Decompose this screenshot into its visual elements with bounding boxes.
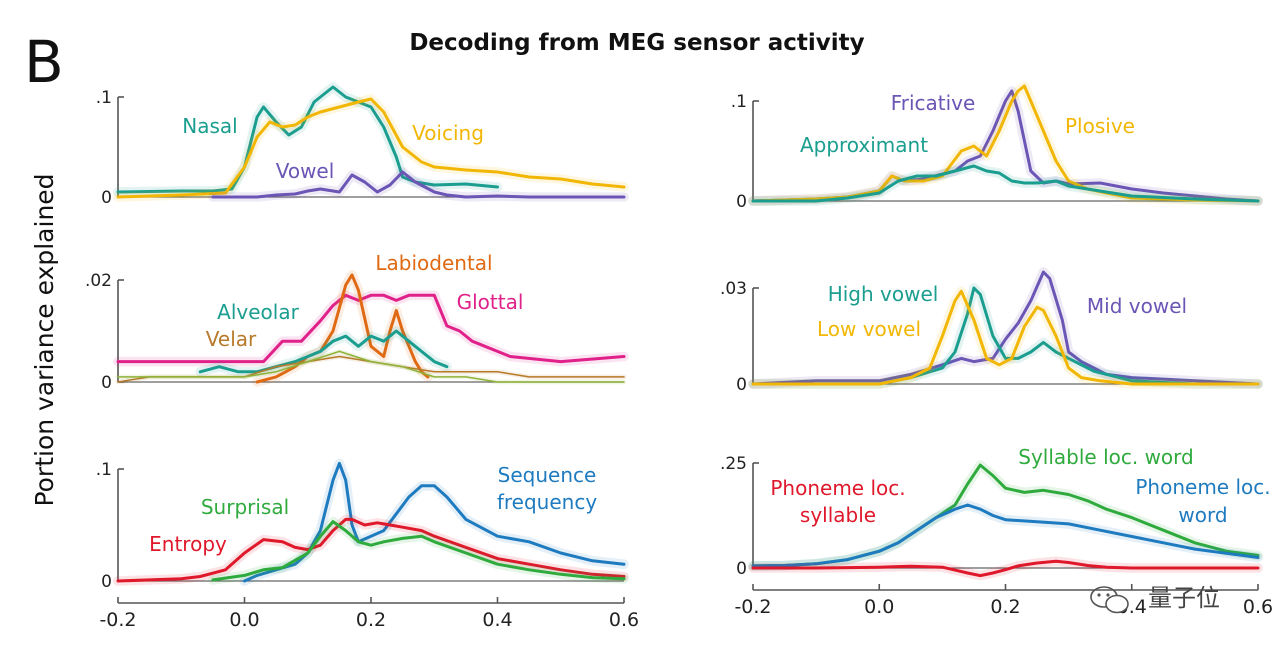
series-label: Approximant — [800, 133, 928, 157]
series-label-line2: word — [1178, 503, 1227, 527]
x-tick-label: 0.2 — [356, 609, 386, 631]
series-label: Vowel — [276, 159, 335, 183]
x-tick-label: 0.0 — [229, 609, 259, 631]
subplot-left-2: .02 0 Glottal Labiodental Alveolar Velar — [85, 251, 629, 393]
series-label: Labiodental — [375, 251, 492, 275]
y-tick-label: 0 — [736, 375, 747, 395]
panel-letter: B — [24, 28, 64, 96]
watermark: 量子位 — [1090, 584, 1220, 614]
series-label: Glottal — [457, 290, 524, 314]
y-tick-label: .1 — [731, 92, 747, 112]
series-label: Sequence — [498, 463, 597, 487]
y-tick-label: 0 — [736, 559, 747, 579]
series-label: Voicing — [412, 121, 484, 145]
series-label: Syllable loc. word — [1018, 445, 1193, 469]
series-label: Mid vowel — [1087, 294, 1187, 318]
y-tick-label: 0 — [101, 373, 112, 393]
series-label: Plosive — [1065, 114, 1135, 138]
series-label: High vowel — [828, 282, 939, 306]
x-tick-label: -0.2 — [734, 596, 771, 618]
series-line-phoneme-loc-syllable — [751, 559, 1260, 578]
series-line-glottal — [116, 293, 626, 364]
series-line-unlabeled — [117, 350, 625, 383]
x-tick-label: 0.2 — [990, 596, 1020, 618]
subplots: .1 0 Nasal Voicing Vowel .1 0 Fricative Plosive A… — [85, 81, 1273, 631]
series-label-line2: frequency — [497, 490, 597, 514]
figure-title: Decoding from MEG sensor activity — [409, 30, 864, 56]
series-line-low-vowel — [751, 289, 1260, 386]
y-tick-label: 0 — [101, 572, 112, 592]
series-label: Alveolar — [217, 300, 299, 324]
series-label-line2: syllable — [800, 503, 876, 527]
series-label: Low vowel — [817, 317, 921, 341]
y-tick-label: .03 — [720, 279, 747, 299]
subplot-right-2: .03 0 Mid vowel High vowel Low vowel — [720, 267, 1263, 395]
x-tick-label: 0.4 — [482, 609, 512, 631]
subplot-left-3: .1 0 -0.2 0.0 0.2 0.4 0.6 Sequence frequency Entr… — [96, 458, 639, 631]
series-line-phoneme-loc-word — [751, 503, 1260, 568]
y-tick-label: .1 — [96, 460, 112, 480]
series-label: Phoneme loc. — [1135, 475, 1270, 499]
y-tick-label: .1 — [96, 88, 112, 108]
series-label: Velar — [206, 327, 257, 351]
series-label: Fricative — [891, 91, 976, 115]
series-label: Entropy — [149, 532, 227, 556]
series-band — [748, 161, 1263, 206]
series-line-approximant — [751, 164, 1260, 203]
x-tick-label: 0.6 — [609, 609, 639, 631]
x-tick-label: 0.0 — [864, 596, 894, 618]
series-label: Phoneme loc. — [770, 476, 905, 500]
series-line-high-vowel — [751, 286, 1260, 386]
x-tick-label: -0.2 — [99, 609, 136, 631]
series-line-voicing — [116, 97, 626, 199]
series-line-surprisal — [211, 520, 626, 582]
series-label: Surprisal — [201, 495, 289, 519]
subplot-left-1: .1 0 Nasal Voicing Vowel — [96, 82, 629, 208]
y-tick-label: 0 — [736, 192, 747, 212]
series-line-alveolar — [198, 329, 449, 374]
x-tick-label: 0.6 — [1243, 596, 1273, 618]
watermark-text: 量子位 — [1148, 584, 1220, 612]
y-tick-label: .02 — [85, 271, 112, 291]
series-label: Nasal — [182, 114, 237, 138]
series-line-entropy — [116, 517, 626, 583]
wechat-icon — [1090, 586, 1129, 614]
subplot-right-1: .1 0 Fricative Plosive Approximant — [731, 81, 1263, 212]
series-line-vowel — [211, 170, 626, 199]
y-tick-label: .25 — [720, 454, 747, 474]
y-tick-label: 0 — [101, 188, 112, 208]
y-axis-label: Portion variance explained — [30, 173, 59, 506]
